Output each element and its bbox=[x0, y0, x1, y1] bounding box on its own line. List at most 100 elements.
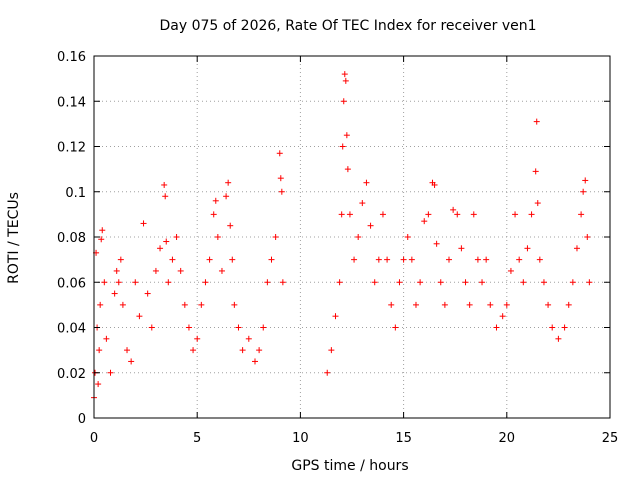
data-point bbox=[578, 211, 585, 218]
data-point bbox=[367, 222, 374, 229]
data-point bbox=[210, 211, 217, 218]
data-point bbox=[169, 256, 176, 263]
data-point bbox=[260, 324, 267, 331]
data-point bbox=[516, 256, 523, 263]
data-point bbox=[101, 279, 108, 286]
x-axis-label: GPS time / hours bbox=[291, 458, 408, 474]
chart-title: Day 075 of 2026, Rate Of TEC Index for r… bbox=[159, 18, 536, 34]
data-point bbox=[479, 279, 486, 286]
data-point bbox=[536, 256, 543, 263]
y-tick-label: 0.06 bbox=[57, 276, 86, 291]
data-point bbox=[408, 256, 415, 263]
data-point bbox=[561, 324, 568, 331]
data-point bbox=[493, 324, 500, 331]
data-point bbox=[144, 290, 151, 297]
data-point bbox=[545, 301, 552, 308]
data-point bbox=[115, 279, 122, 286]
y-tick-label: 0.1 bbox=[65, 186, 86, 201]
x-tick-label: 10 bbox=[292, 431, 309, 446]
data-point bbox=[332, 313, 339, 320]
data-point bbox=[163, 238, 170, 245]
data-point bbox=[549, 324, 556, 331]
data-point bbox=[584, 234, 591, 240]
data-point bbox=[264, 279, 271, 286]
data-point bbox=[454, 211, 461, 218]
data-point bbox=[384, 256, 391, 263]
data-point bbox=[580, 188, 587, 195]
data-point bbox=[95, 381, 102, 388]
data-point bbox=[458, 245, 465, 252]
data-point bbox=[173, 234, 180, 240]
data-point bbox=[107, 369, 114, 376]
data-point bbox=[212, 197, 219, 204]
data-point bbox=[582, 177, 589, 184]
data-point bbox=[379, 211, 386, 218]
data-point bbox=[165, 279, 172, 286]
data-point bbox=[396, 279, 403, 286]
x-tick-label: 25 bbox=[602, 431, 619, 446]
data-point bbox=[450, 206, 457, 213]
data-point bbox=[503, 301, 510, 308]
data-point bbox=[466, 301, 473, 308]
data-point bbox=[359, 200, 366, 207]
data-point bbox=[99, 227, 106, 234]
data-point bbox=[239, 347, 246, 354]
data-point bbox=[569, 279, 576, 286]
data-point bbox=[229, 256, 236, 263]
data-point bbox=[231, 301, 238, 308]
data-point bbox=[375, 256, 382, 263]
data-point bbox=[433, 240, 440, 247]
data-point bbox=[225, 179, 232, 186]
data-point bbox=[474, 256, 481, 263]
data-point bbox=[346, 211, 353, 218]
data-point bbox=[462, 279, 469, 286]
data-point bbox=[181, 301, 188, 308]
data-point bbox=[328, 347, 335, 354]
data-point bbox=[336, 279, 343, 286]
data-point bbox=[276, 150, 283, 157]
data-point bbox=[341, 71, 348, 78]
axis-ticks: 0 0.02 0.04 0.06 0.08 0.1 0.12 0.14 0.16 0 5 10 15 20… bbox=[57, 50, 618, 446]
data-point bbox=[565, 301, 572, 308]
data-point bbox=[431, 181, 438, 188]
data-point bbox=[344, 166, 351, 173]
y-tick-label: 0.08 bbox=[57, 231, 86, 246]
data-point bbox=[437, 279, 444, 286]
data-point bbox=[573, 245, 580, 252]
data-point bbox=[214, 234, 221, 240]
data-point bbox=[148, 324, 155, 331]
data-point bbox=[202, 279, 209, 286]
data-point bbox=[363, 179, 370, 186]
data-point bbox=[103, 335, 110, 342]
data-point bbox=[198, 301, 205, 308]
data-point bbox=[499, 313, 506, 320]
data-point bbox=[256, 347, 263, 354]
data-point bbox=[251, 358, 258, 365]
data-point bbox=[117, 256, 124, 263]
data-point bbox=[177, 267, 184, 274]
data-point bbox=[338, 211, 345, 218]
data-point bbox=[136, 313, 143, 320]
y-tick-label: 0 bbox=[78, 412, 86, 427]
data-point bbox=[487, 301, 494, 308]
plot-frame bbox=[93, 55, 611, 419]
data-point bbox=[340, 98, 347, 105]
data-point bbox=[268, 256, 275, 263]
data-point bbox=[190, 347, 197, 354]
data-point bbox=[113, 267, 120, 274]
data-point bbox=[162, 193, 169, 200]
y-axis-label: ROTI / TECUs bbox=[6, 192, 22, 284]
y-tick-label: 0.12 bbox=[57, 141, 86, 156]
data-point bbox=[223, 193, 230, 200]
data-point bbox=[392, 324, 399, 331]
data-point bbox=[528, 211, 535, 218]
data-point bbox=[128, 358, 135, 365]
x-tick-label: 20 bbox=[499, 431, 516, 446]
data-point bbox=[235, 324, 242, 331]
data-point bbox=[412, 301, 419, 308]
data-point bbox=[119, 301, 126, 308]
data-point bbox=[96, 347, 103, 354]
data-point bbox=[540, 279, 547, 286]
y-tick-label: 0.02 bbox=[57, 367, 86, 382]
